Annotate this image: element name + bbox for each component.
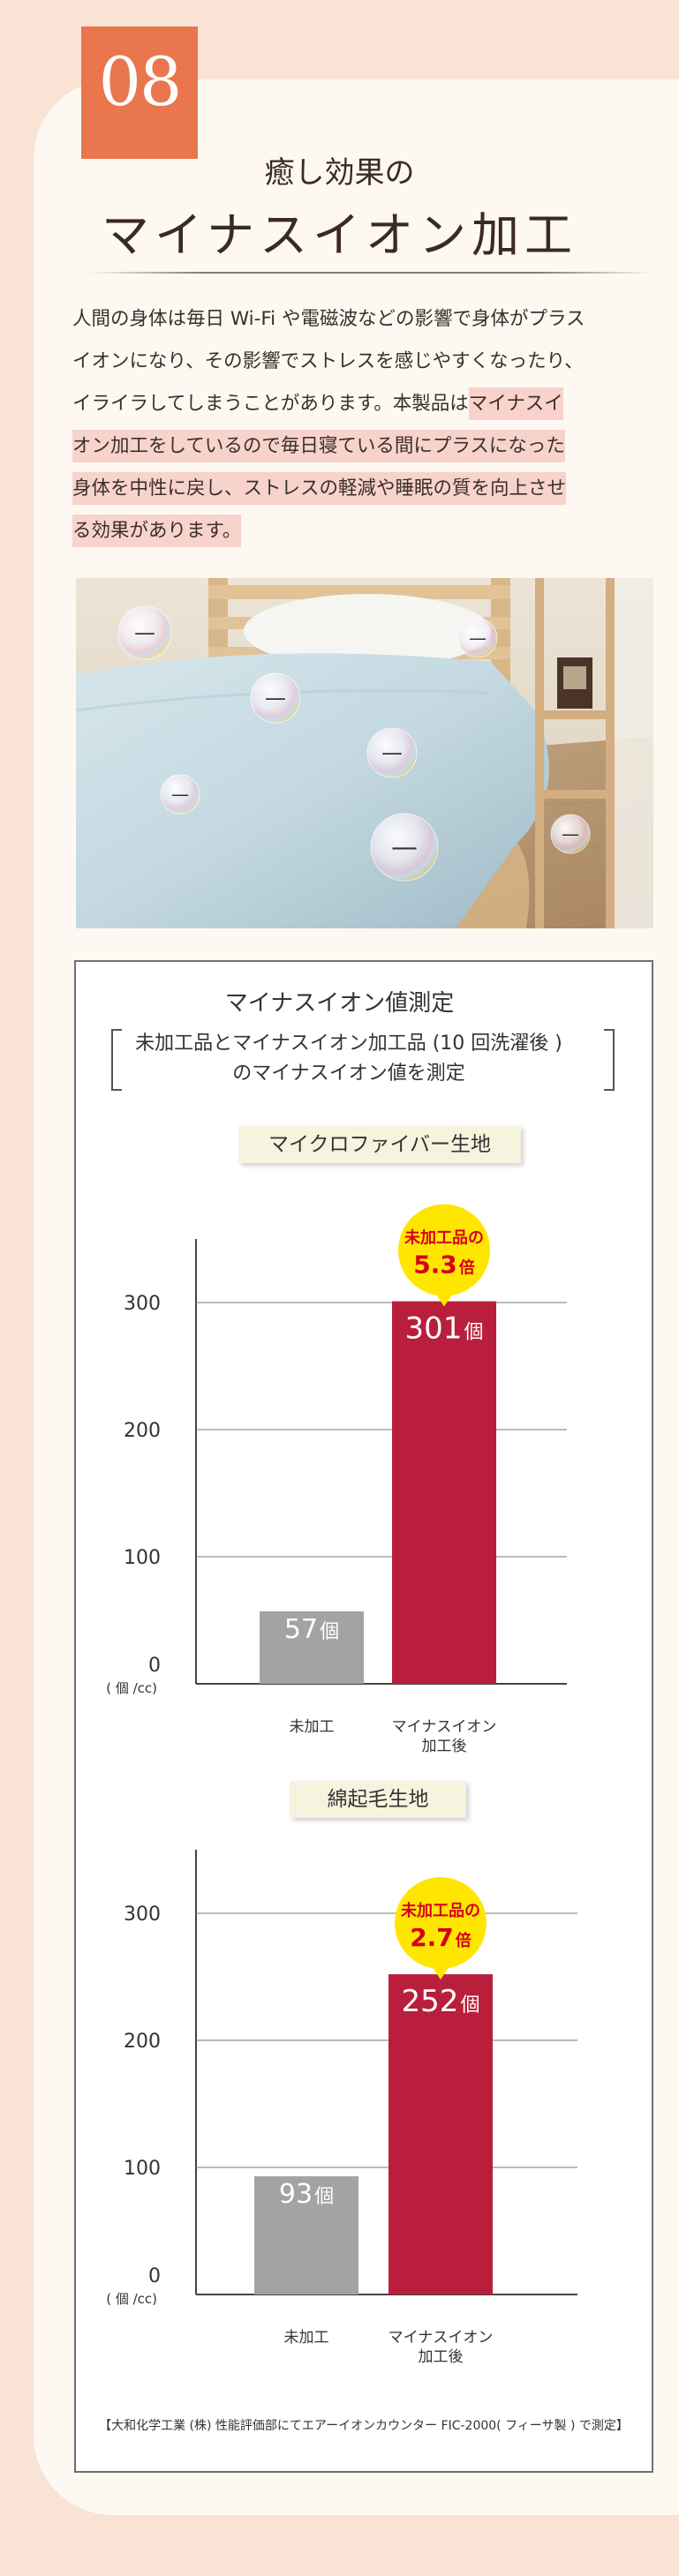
callout-pointer xyxy=(430,1964,451,1980)
section-badge xyxy=(81,26,198,159)
ion-symbol: — xyxy=(381,740,403,765)
ion-symbol: — xyxy=(134,620,155,645)
title-divider xyxy=(88,272,653,274)
ion-symbol: — xyxy=(171,784,189,805)
highlight-text: オン加工をしているので毎日寝ている間にプラスになった xyxy=(72,430,565,462)
bar-value-label: 93個 xyxy=(279,2179,334,2210)
highlight-text: 身体を中性に戻し、ストレスの軽減や睡眠の質を向上させ xyxy=(72,472,567,505)
bar-value-label: 252個 xyxy=(402,1984,480,2019)
bar-value-label: 57個 xyxy=(284,1614,339,1645)
y-tick-label: 100 xyxy=(124,2158,161,2180)
x-category-label: 未加工 xyxy=(290,1718,335,1736)
bracket-right xyxy=(604,1029,615,1091)
callout-pointer xyxy=(434,1290,455,1307)
y-tick-label: 200 xyxy=(124,2031,161,2053)
measurement-title: マイナスイオン値測定 xyxy=(224,990,455,1017)
chart-title-microfiber: マイクロファイバー生地 xyxy=(238,1126,521,1163)
callout-text: 未加工品の xyxy=(404,1229,484,1248)
bar-untreated xyxy=(260,1611,364,1684)
y-tick-label: 0 xyxy=(148,2265,161,2287)
section-title: マイナスイオン加工 xyxy=(102,207,577,263)
chart-title-cotton: 綿起毛生地 xyxy=(290,1781,466,1818)
x-category-label: 加工後 xyxy=(419,2348,464,2366)
y-tick-label: 200 xyxy=(124,1420,161,1442)
section-number: 08 xyxy=(98,42,183,121)
measurement-description-line: 未加工品とマイナスイオン加工品 (10 回洗濯後 ) xyxy=(135,1033,562,1055)
bar-treated xyxy=(389,1974,493,2294)
description-segment: イライラしてしまうことがあります。本製品は xyxy=(72,393,469,415)
measurement-box xyxy=(74,960,653,2473)
highlight-text: マイナスイ xyxy=(468,387,563,420)
multiplier-callout xyxy=(398,1204,490,1296)
description-line: イオンになり、その影響でストレスを感じやすくなったり、 xyxy=(72,350,584,372)
description-line: オン加工をしているので毎日寝ている間にプラスになった xyxy=(72,425,646,468)
description-text: 人間の身体は毎日 Wi-Fi や電磁波などの影響で身体がプラス イオンになり、そ… xyxy=(72,298,646,552)
callout-multiplier: 2.7 倍 xyxy=(410,1923,472,1952)
y-axis-unit: ( 個 /cc) xyxy=(106,1680,157,1696)
y-tick-label: 0 xyxy=(148,1655,161,1677)
y-tick-label: 300 xyxy=(124,1904,161,1926)
ion-symbol: — xyxy=(265,686,286,710)
x-category-label: 加工後 xyxy=(422,1738,467,1755)
measurement-description-line: のマイナスイオン値を測定 xyxy=(232,1063,465,1085)
ion-symbol: — xyxy=(469,627,487,649)
y-axis-unit: ( 個 /cc) xyxy=(106,2291,157,2307)
y-tick-label: 100 xyxy=(124,1547,161,1569)
measurement-description: 未加工品とマイナスイオン加工品 (10 回洗濯後 ) のマイナスイオン値を測定 xyxy=(132,1029,565,1089)
bedroom-photo: — — — — — — — xyxy=(76,578,653,928)
x-category-label: マイナスイオン xyxy=(392,1718,497,1736)
y-tick-label: 300 xyxy=(124,1293,161,1315)
bar-value-label: 301個 xyxy=(405,1311,484,1347)
section-subtitle: 癒し効果の xyxy=(264,155,415,191)
highlight-text: る効果があります。 xyxy=(72,514,242,547)
bracket-left xyxy=(111,1029,122,1091)
description-line: イライラしてしまうことがあります。本製品はマイナスイ xyxy=(72,383,646,425)
callout-text: 未加工品の xyxy=(401,1902,480,1920)
ion-bubbles: — — — — — — — xyxy=(117,605,591,882)
bar-treated xyxy=(392,1301,496,1684)
ion-symbol: — xyxy=(391,832,418,863)
bedroom-illustration: — — — — — — — xyxy=(76,578,653,928)
bar-untreated xyxy=(254,2176,358,2294)
x-category-label: マイナスイオン xyxy=(389,2329,494,2347)
callout-multiplier: 5.3 倍 xyxy=(413,1250,475,1280)
measurement-footnote: 【大和化学工業 (株) 性能評価部にてエアーイオンカウンター FIC-2000(… xyxy=(99,2419,629,2433)
description-line: る効果があります。 xyxy=(72,510,646,552)
x-category-label: 未加工 xyxy=(284,2329,329,2347)
description-line: 身体を中性に戻し、ストレスの軽減や睡眠の質を向上させ xyxy=(72,468,646,510)
multiplier-callout xyxy=(395,1877,487,1970)
description-line: 人間の身体は毎日 Wi-Fi や電磁波などの影響で身体がプラス xyxy=(72,308,585,330)
ion-symbol: — xyxy=(562,823,579,845)
